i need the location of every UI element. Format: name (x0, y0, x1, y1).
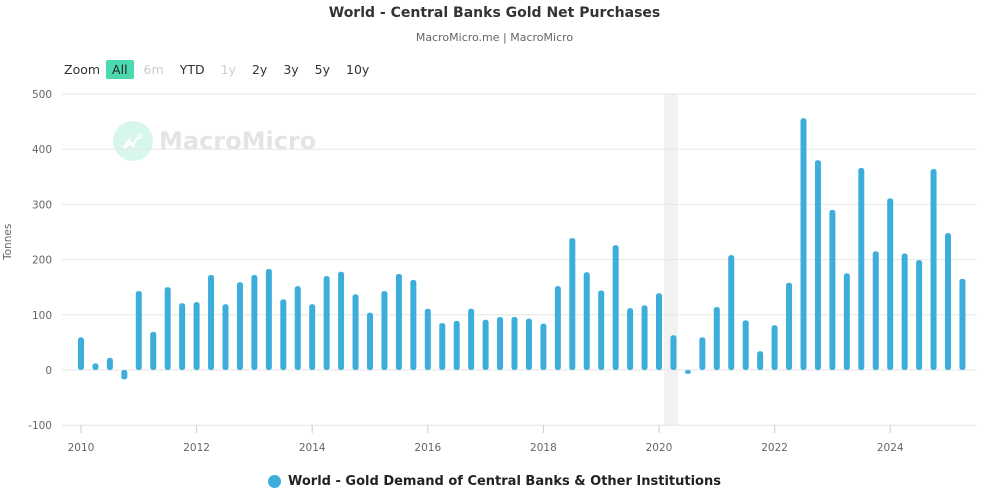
svg-text:500: 500 (32, 89, 52, 101)
zoom-ytd-button[interactable]: YTD (179, 62, 205, 77)
svg-text:2016: 2016 (414, 442, 441, 454)
zoom-6m-button[interactable]: 6m (143, 62, 164, 77)
legend-series-label: World - Gold Demand of Central Banks & O… (288, 474, 721, 489)
svg-text:2012: 2012 (183, 442, 210, 454)
svg-text:2020: 2020 (646, 442, 673, 454)
chart-title: World - Central Banks Gold Net Purchases (328, 5, 661, 21)
chart-legend[interactable]: World - Gold Demand of Central Banks & O… (0, 474, 989, 489)
grid-lines (62, 93, 977, 426)
svg-text:2014: 2014 (299, 442, 326, 454)
svg-text:200: 200 (32, 255, 52, 267)
zoom-2y-button[interactable]: 2y (251, 62, 268, 77)
zoom-label: Zoom (64, 62, 101, 77)
y-axis-ticks: -100 0 100 200 300 400 500 (28, 89, 52, 432)
chart-subtitle: MacroMicro.me | MacroMicro (415, 31, 574, 44)
zoom-all-button[interactable]: All (106, 60, 134, 79)
zoom-10y-button[interactable]: 10y (346, 62, 370, 77)
svg-text:2024: 2024 (877, 442, 904, 454)
watermark: MacroMicro (113, 121, 316, 161)
svg-text:100: 100 (32, 310, 52, 322)
svg-text:400: 400 (32, 144, 52, 156)
svg-text:-100: -100 (28, 420, 52, 432)
bar-series (78, 118, 966, 380)
svg-text:2018: 2018 (530, 442, 557, 454)
macromicro-logo-icon (113, 121, 153, 161)
svg-text:2010: 2010 (68, 442, 95, 454)
zoom-1y-button[interactable]: 1y (220, 62, 236, 77)
svg-text:2022: 2022 (761, 442, 788, 454)
svg-text:300: 300 (32, 199, 52, 211)
zoom-range-selector: Zoom All 6m YTD 1y 2y 3y 5y 10y (64, 60, 379, 79)
watermark-text: MacroMicro (159, 127, 317, 155)
zoom-3y-button[interactable]: 3y (283, 62, 299, 77)
x-axis-ticks: 2010 2012 2014 2016 2018 2020 2022 2024 (68, 425, 904, 454)
svg-text:0: 0 (45, 365, 52, 377)
zoom-5y-button[interactable]: 5y (314, 62, 331, 77)
legend-series-icon (268, 475, 281, 488)
